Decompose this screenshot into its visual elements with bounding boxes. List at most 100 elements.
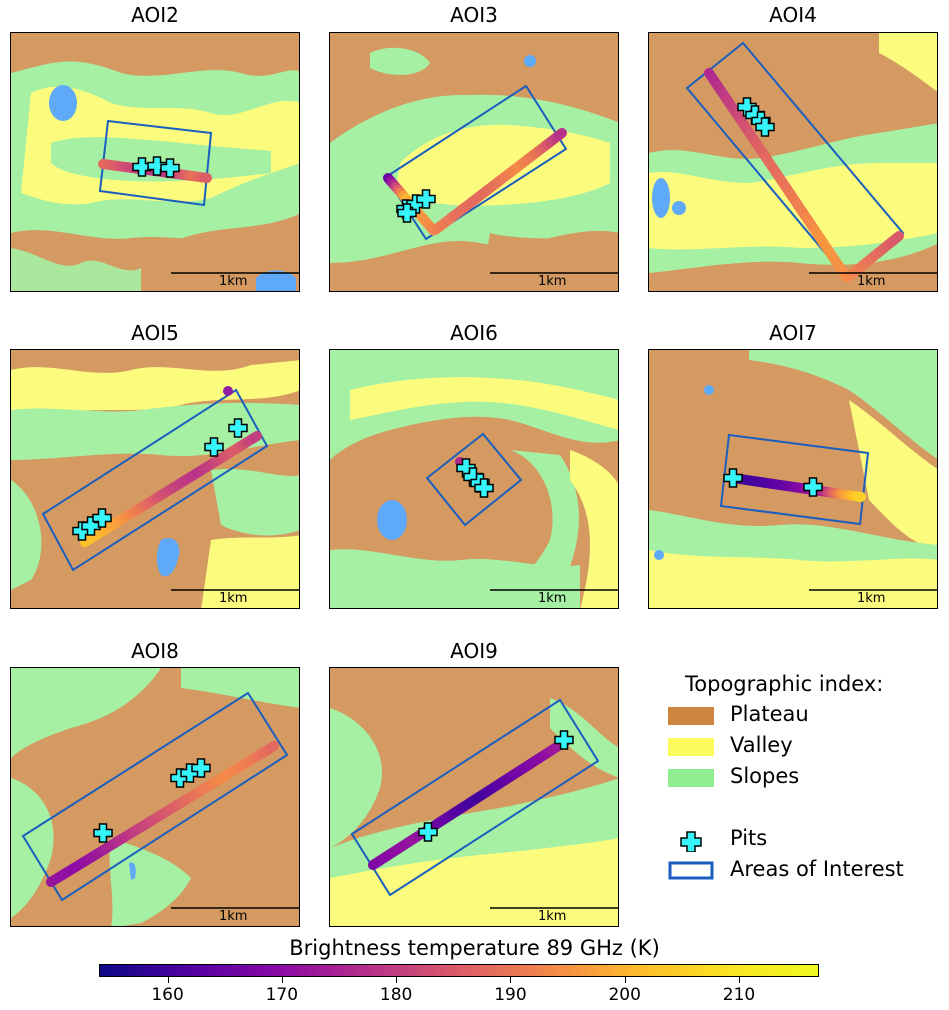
pit-marker <box>416 189 436 209</box>
map-aoi8 <box>11 668 299 926</box>
legend-label-slopes: Slopes <box>730 764 800 788</box>
slopes-area <box>330 549 580 608</box>
legend-swatch-valley <box>668 738 714 756</box>
aoi-box <box>41 388 269 572</box>
map-panel-aoi5: 1km <box>10 349 300 609</box>
pit-marker <box>474 478 494 498</box>
aoi-box <box>425 432 523 527</box>
legend-title: Topographic index: <box>685 672 884 696</box>
colorbar-tick-label: 170 <box>265 985 299 1005</box>
map-panel-aoi9: 1km <box>329 667 619 927</box>
map-panel-aoi6: 1km <box>329 349 619 609</box>
valley-area <box>849 400 937 550</box>
valley-area <box>649 550 937 608</box>
scale-label: 1km <box>857 274 886 289</box>
colorbar-tick <box>739 977 740 983</box>
valley-area <box>395 124 610 206</box>
colorbar-tick-label: 160 <box>151 985 184 1005</box>
pit-marker <box>803 477 823 497</box>
colorbar-tick-label: 190 <box>494 985 527 1005</box>
pits-aoi3 <box>396 189 436 223</box>
pit-marker <box>81 516 101 536</box>
slopes-area <box>749 350 937 459</box>
map-aoi3 <box>330 33 618 291</box>
slopes-area <box>11 480 42 590</box>
aoi-box <box>384 84 568 241</box>
slopes-area <box>11 668 161 758</box>
map-aoi6 <box>330 350 618 608</box>
lake <box>524 55 536 67</box>
pit-marker <box>418 822 438 842</box>
pits-aoi6 <box>456 458 494 498</box>
transect-aoi8 <box>46 741 279 887</box>
pit-marker <box>93 823 113 843</box>
scale-label: 1km <box>219 909 248 924</box>
scale-label: 1km <box>219 591 248 606</box>
slopes-area <box>11 248 141 291</box>
scale-label: 1km <box>538 591 567 606</box>
scale-label: 1km <box>538 909 567 924</box>
lake <box>129 862 136 880</box>
slopes-area <box>211 469 299 536</box>
lake <box>256 270 296 291</box>
pit-marker <box>755 117 775 137</box>
aoi-box <box>719 433 870 526</box>
valley-area <box>11 360 299 420</box>
valley-area <box>350 377 618 430</box>
rectangle-icon <box>668 861 714 880</box>
transect-aoi5 <box>80 431 262 547</box>
map-aoi2 <box>11 33 299 291</box>
plateau-area <box>480 233 618 291</box>
colorbar-tick <box>396 977 398 983</box>
pit-marker <box>132 157 152 177</box>
valley-area <box>879 33 937 92</box>
transect-segment <box>553 128 567 141</box>
colorbar <box>99 964 819 977</box>
panel-title-aoi6: AOI6 <box>450 321 498 345</box>
pits-aoi5 <box>72 418 248 541</box>
slopes-area <box>330 708 382 848</box>
colorbar-tick-label: 200 <box>608 985 641 1005</box>
pits-aoi4 <box>737 97 775 137</box>
valley-area <box>201 535 299 608</box>
panel-title-aoi2: AOI2 <box>131 3 179 27</box>
transect-segment <box>249 431 262 443</box>
slopes-area <box>181 668 299 708</box>
colorbar-tick-label: 210 <box>722 985 756 1005</box>
pit-marker <box>160 158 180 178</box>
legend-label-plateau: Plateau <box>730 702 809 726</box>
lake <box>156 538 180 577</box>
map-panel-aoi2: 1km <box>10 32 300 292</box>
scale-label: 1km <box>219 274 248 289</box>
scale-label: 1km <box>857 591 886 606</box>
slopes-area <box>370 47 430 75</box>
pit-marker <box>191 758 211 778</box>
panel-title-aoi8: AOI8 <box>131 639 179 663</box>
legend-label-valley: Valley <box>730 733 793 757</box>
pit-marker <box>92 508 112 528</box>
lake <box>672 201 686 215</box>
transect-segment <box>889 231 904 245</box>
colorbar-tick-label: 180 <box>379 985 413 1005</box>
slopes-area <box>109 838 191 926</box>
legend-swatch-plateau <box>668 707 714 725</box>
map-panel-aoi4: 1km <box>648 32 938 292</box>
legend-label-pits: Pits <box>730 826 768 850</box>
lake <box>49 85 77 121</box>
colorbar-tick <box>167 977 169 983</box>
pits-aoi8 <box>93 758 211 843</box>
map-aoi7 <box>649 350 937 608</box>
map-panel-aoi8: 1km <box>10 667 300 927</box>
map-aoi9 <box>330 668 618 926</box>
legend-label-aoi: Areas of Interest <box>730 857 904 881</box>
lake <box>654 550 664 560</box>
slopes-area <box>11 402 299 460</box>
slopes-area <box>11 778 54 918</box>
scale-label: 1km <box>538 274 567 289</box>
pits-aoi2 <box>132 156 180 178</box>
legend-swatch-slopes <box>668 769 714 787</box>
pit-marker <box>147 156 167 176</box>
map-panel-aoi7: 1km <box>648 349 938 609</box>
cross-icon <box>680 831 702 852</box>
panel-title-aoi5: AOI5 <box>131 321 179 345</box>
